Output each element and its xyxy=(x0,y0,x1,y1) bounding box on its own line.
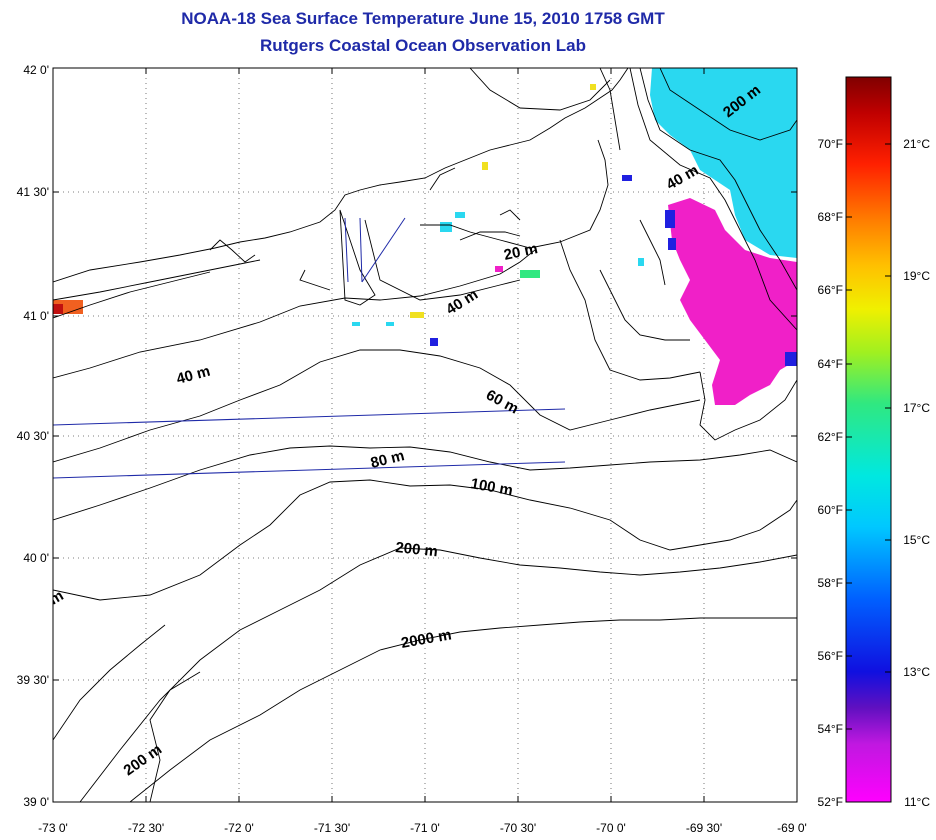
coastline xyxy=(53,68,797,441)
lon-label: -70 30' xyxy=(500,821,536,835)
colorbar xyxy=(845,76,892,803)
f-label: 58°F xyxy=(818,576,843,590)
f-label: 68°F xyxy=(818,210,843,224)
f-label: 54°F xyxy=(818,722,843,736)
lon-label: -70 0' xyxy=(596,821,626,835)
colorbar-ticks xyxy=(846,143,891,730)
f-label: 62°F xyxy=(818,430,843,444)
lat-label: 41 0' xyxy=(23,309,49,323)
f-label: 56°F xyxy=(818,649,843,663)
c-label: 11°C xyxy=(904,795,930,809)
lat-label: 39 30' xyxy=(17,673,49,687)
c-label: 17°C xyxy=(903,401,930,415)
f-label: 70°F xyxy=(818,137,843,151)
contour-label: 100 m xyxy=(469,475,514,499)
latitude-labels: 42 0' 41 30' 41 0' 40 30' 40 0' 39 30' 3… xyxy=(17,63,49,809)
contour-label: 40 m xyxy=(175,363,212,388)
lon-label: -69 0' xyxy=(777,821,807,835)
c-label: 19°C xyxy=(903,269,930,283)
contour-label: 200 m xyxy=(395,539,439,560)
colorbar-f-labels: 70°F 68°F 66°F 64°F 62°F 60°F 58°F 56°F … xyxy=(818,137,843,809)
lon-label: -71 0' xyxy=(410,821,440,835)
f-label: 60°F xyxy=(818,503,843,517)
lon-label: -72 30' xyxy=(128,821,164,835)
f-label: 52°F xyxy=(818,795,843,809)
lat-label: 40 30' xyxy=(17,429,49,443)
c-label: 21°C xyxy=(903,137,930,151)
axis-ticks xyxy=(53,68,797,802)
f-label: 64°F xyxy=(818,357,843,371)
lat-label: 41 30' xyxy=(17,185,49,199)
lat-label: 40 0' xyxy=(23,551,49,565)
map-subtitle: Rutgers Coastal Ocean Observation Lab xyxy=(260,36,586,55)
lon-label: -71 30' xyxy=(314,821,350,835)
c-label: 13°C xyxy=(903,665,930,679)
map-title: NOAA-18 Sea Surface Temperature June 15,… xyxy=(181,9,665,28)
sst-magenta-patch xyxy=(668,198,797,405)
c-label: 15°C xyxy=(903,533,930,547)
contour-label: 2000 m xyxy=(400,626,453,652)
sst-cyan-patch xyxy=(650,68,797,258)
lon-label: -72 0' xyxy=(224,821,254,835)
sst-blue-speckles xyxy=(430,175,797,366)
map-grid xyxy=(53,68,797,802)
sst-warm-speckles xyxy=(53,84,644,326)
contour-label: 200 m xyxy=(121,741,166,779)
lat-label: 42 0' xyxy=(23,63,49,77)
f-label: 66°F xyxy=(818,283,843,297)
lon-label: -73 0' xyxy=(38,821,68,835)
colorbar-c-labels: 21°C 19°C 17°C 15°C 13°C 11°C xyxy=(903,137,930,809)
depth-contours xyxy=(53,68,797,802)
ship-tracks xyxy=(53,217,566,479)
contour-label: 20 m xyxy=(502,240,539,264)
longitude-labels: -73 0' -72 30' -72 0' -71 30' -71 0' -70… xyxy=(38,821,807,835)
contour-label: m xyxy=(47,587,67,608)
contour-label: 80 m xyxy=(369,447,406,472)
lat-label: 39 0' xyxy=(23,795,49,809)
lon-label: -69 30' xyxy=(686,821,722,835)
